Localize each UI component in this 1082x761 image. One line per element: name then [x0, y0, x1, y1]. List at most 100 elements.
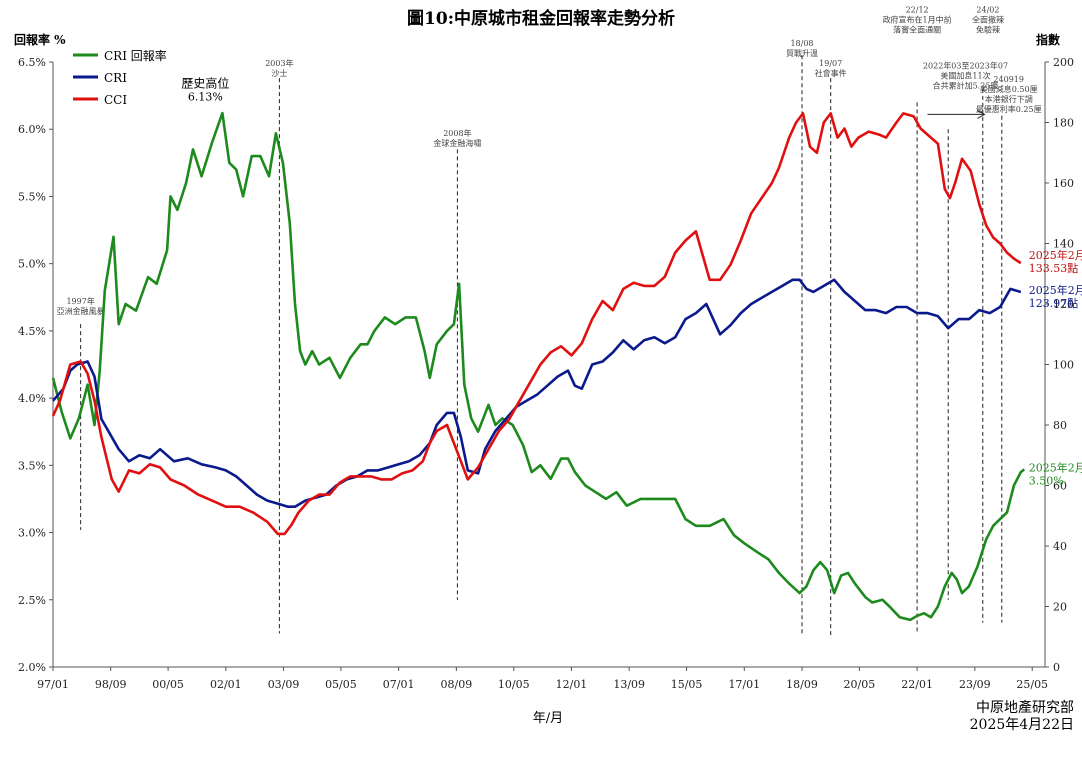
left-tick-label: 3.0%: [18, 527, 46, 540]
chart-title: 圖10:中原城市租金回報率走勢分析: [407, 8, 675, 29]
right-tick-label: 120: [1053, 298, 1074, 311]
event-annotation-text: 22/12: [906, 5, 929, 14]
right-tick-label: 160: [1053, 177, 1074, 190]
x-tick-label: 00/05: [152, 678, 184, 691]
left-axis-title: 回報率 %: [14, 32, 66, 47]
event-annotation-text: 合共累計加5.25厘: [933, 81, 999, 91]
x-tick-label: 98/09: [95, 678, 127, 691]
left-tick-label: 4.0%: [18, 392, 46, 405]
chart-layer: 2.0% 2.5% 3.0% 3.5% 4.0% 4.5% 5.0% 5.5% 6.0% 6.5%…: [18, 5, 1082, 691]
x-tick-label: 13/09: [613, 678, 645, 691]
end-label-date: 2025年2月: [1029, 460, 1082, 474]
x-tick-label: 15/05: [671, 678, 703, 691]
event-annotation-text: 美國加息11次: [940, 71, 990, 81]
legend-label: CCI: [104, 93, 127, 107]
left-tick-label: 4.5%: [18, 325, 46, 338]
event-annotation-text: 最優惠利率0.25厘: [976, 104, 1042, 114]
event-annotation-text: 1997年: [66, 296, 94, 306]
peak-label-title: 歷史高位: [181, 76, 229, 91]
event-annotation-text: 落實全面通關: [893, 24, 941, 34]
event-annotation-text: 2008年: [443, 128, 471, 138]
left-tick-label: 2.0%: [18, 661, 46, 674]
event-annotation-text: 19/07: [819, 59, 842, 68]
arrow-head-icon: [977, 109, 986, 119]
footer-org: 中原地產研究部: [976, 699, 1074, 716]
right-tick-label: 80: [1053, 419, 1067, 432]
end-label-date: 2025年2月: [1029, 283, 1082, 297]
x-tick-label: 22/01: [901, 678, 933, 691]
x-tick-label: 07/01: [383, 678, 415, 691]
x-axis-title: 年/月: [533, 711, 563, 726]
event-annotation-text: 24/02: [976, 5, 999, 14]
event-annotation-text: 18/08: [790, 39, 813, 48]
series-line-cri: [52, 278, 1022, 509]
right-tick-label: 0: [1053, 661, 1060, 674]
right-tick-label: 200: [1053, 56, 1074, 69]
legend-label: CRI 回報率: [104, 48, 167, 63]
end-label-date: 2025年2月: [1029, 248, 1082, 262]
event-annotation-text: 2003年: [265, 58, 293, 68]
left-tick-label: 3.5%: [18, 459, 46, 472]
right-tick-label: 40: [1053, 540, 1067, 553]
left-tick-label: 6.0%: [18, 123, 46, 136]
right-tick-label: 140: [1053, 238, 1074, 251]
right-tick-label: 100: [1053, 359, 1074, 372]
series-line-cci: [51, 112, 1022, 536]
event-annotation-text: 免驗辣: [976, 24, 1000, 34]
event-annotation-text: 美國減息0.50厘: [980, 84, 1038, 94]
x-tick-label: 20/05: [844, 678, 876, 691]
event-annotation-text: 社會事件: [815, 68, 847, 78]
right-tick-label: 20: [1053, 601, 1067, 614]
end-label-value: 133.53點: [1029, 262, 1079, 275]
event-annotation-text: 全面撤辣: [972, 14, 1004, 24]
x-tick-label: 10/05: [498, 678, 530, 691]
event-annotation-text: 沙士: [271, 68, 287, 78]
event-annotation-text: 貿戰升溫: [786, 48, 818, 58]
event-annotation-text: 2022年03至2023年07: [923, 61, 1008, 71]
event-annotation-text: 政府宣布在1月中前: [883, 14, 952, 24]
legend-label: CRI: [104, 71, 127, 85]
x-tick-label: 02/01: [210, 678, 242, 691]
x-tick-label: 25/05: [1016, 678, 1048, 691]
right-tick-label: 60: [1053, 480, 1067, 493]
end-label-value: 3.50%: [1029, 474, 1064, 487]
event-annotation-text: 240919: [993, 75, 1024, 84]
left-tick-label: 6.5%: [18, 56, 46, 69]
right-tick-label: 180: [1053, 117, 1074, 130]
x-tick-label: 97/01: [37, 678, 69, 691]
x-tick-label: 12/01: [556, 678, 588, 691]
x-tick-label: 03/09: [268, 678, 300, 691]
legend: CRI 回報率 CRI CCI: [73, 48, 167, 107]
left-tick-label: 2.5%: [18, 594, 46, 607]
footer-date: 2025年4月22日: [970, 717, 1074, 733]
left-tick-label: 5.5%: [18, 190, 46, 203]
x-tick-label: 08/09: [441, 678, 473, 691]
peak-label-value: 6.13%: [188, 91, 223, 104]
x-tick-label: 05/05: [325, 678, 357, 691]
x-tick-label: 17/01: [728, 678, 760, 691]
event-annotation-text: 金球金融海嘯: [433, 138, 481, 148]
x-tick-label: 23/09: [959, 678, 991, 691]
end-label-value: 123.97點: [1029, 297, 1079, 310]
event-annotation-text: 本港銀行下調: [985, 94, 1033, 104]
left-tick-label: 5.0%: [18, 258, 46, 271]
right-axis-title: 指數: [1036, 32, 1060, 47]
x-tick-label: 18/09: [786, 678, 818, 691]
series-line-cri-yield: [51, 111, 1026, 622]
